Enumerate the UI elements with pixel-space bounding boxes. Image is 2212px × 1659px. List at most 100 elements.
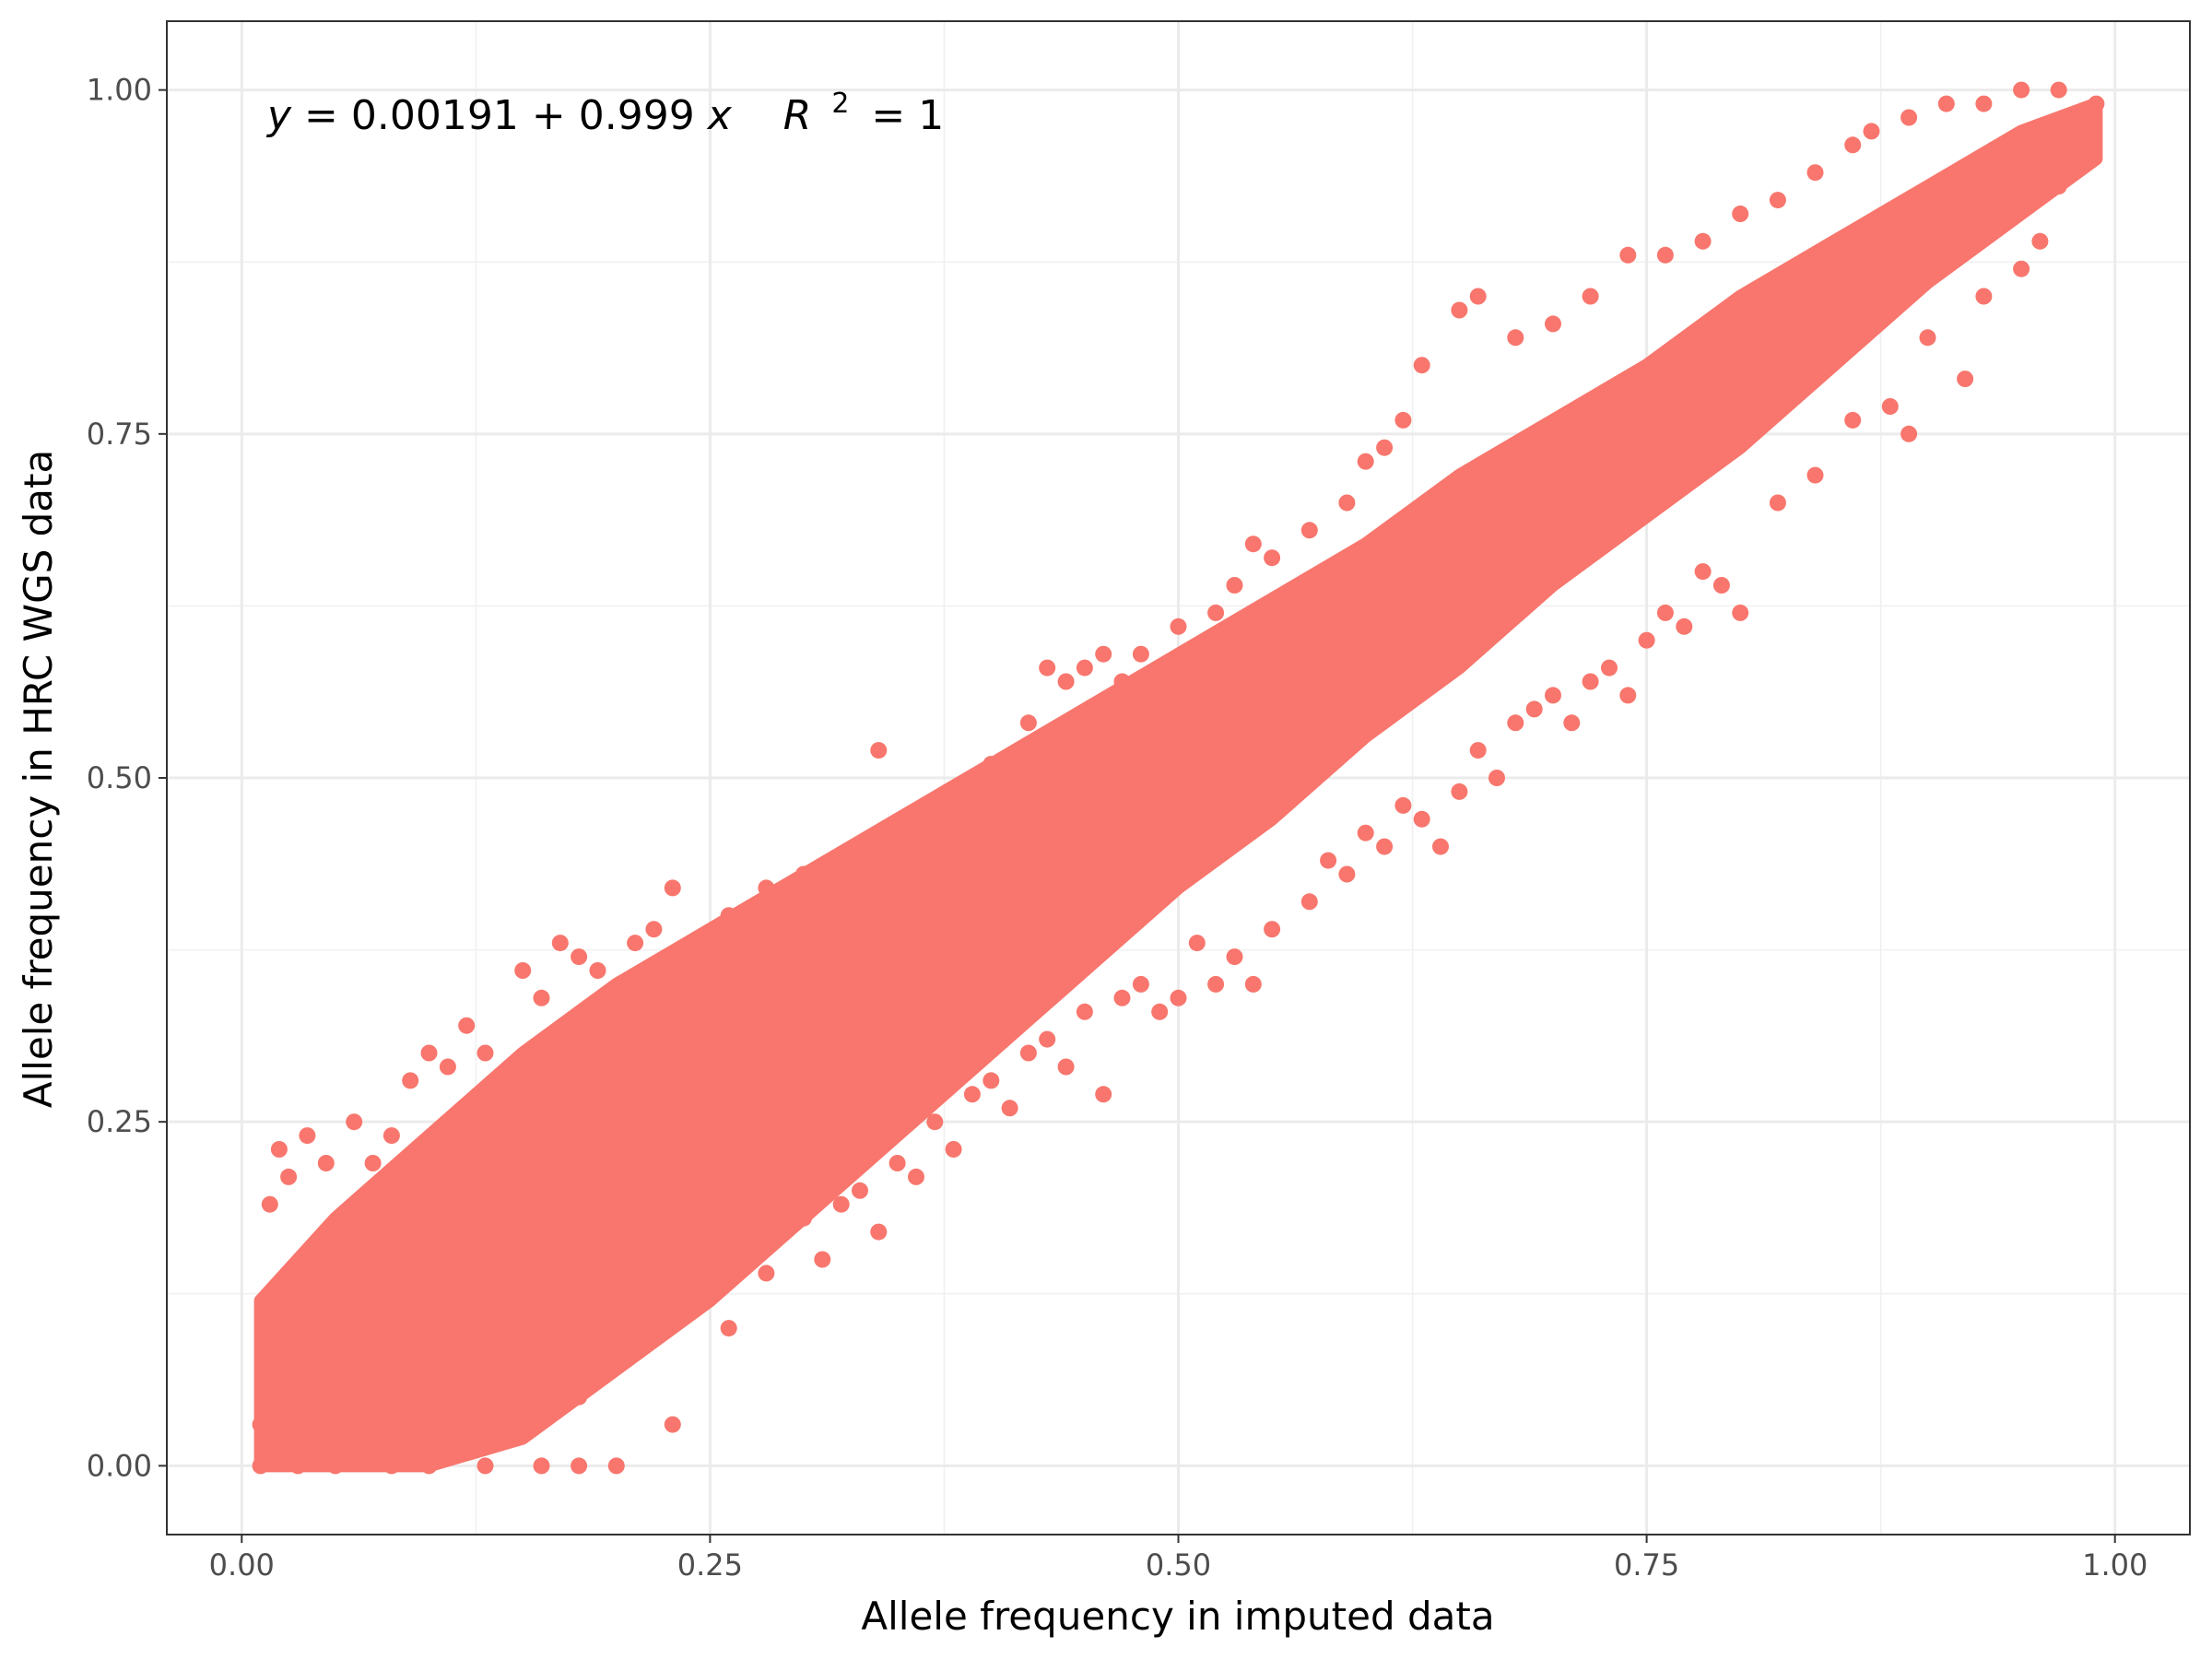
data-point bbox=[1545, 687, 1561, 704]
data-point bbox=[1937, 95, 1955, 112]
data-point bbox=[1320, 852, 1337, 869]
data-point bbox=[402, 1072, 419, 1089]
eq-x-var: x bbox=[706, 92, 733, 139]
data-point bbox=[1207, 604, 1225, 621]
data-point bbox=[1300, 893, 1318, 911]
data-point bbox=[870, 742, 888, 759]
data-point bbox=[832, 1195, 850, 1213]
data-point bbox=[870, 1223, 888, 1241]
data-point bbox=[1806, 466, 1824, 484]
data-point bbox=[664, 879, 681, 897]
data-point bbox=[795, 1209, 812, 1227]
data-point bbox=[1563, 714, 1581, 732]
data-point bbox=[1151, 1003, 1169, 1020]
data-point bbox=[1844, 136, 1862, 154]
data-point bbox=[852, 1182, 868, 1199]
data-point bbox=[1376, 439, 1394, 456]
data-point bbox=[720, 1320, 737, 1337]
data-point bbox=[963, 1086, 981, 1103]
data-point bbox=[1975, 288, 1993, 305]
data-point bbox=[346, 1430, 363, 1447]
data-point bbox=[1694, 563, 1712, 581]
eq-intercept: 0.00191 bbox=[351, 92, 519, 139]
data-point bbox=[1226, 577, 1243, 594]
data-point bbox=[1264, 921, 1281, 938]
data-point bbox=[1619, 687, 1637, 704]
data-point bbox=[1357, 453, 1374, 470]
data-point bbox=[1338, 865, 1356, 883]
data-point bbox=[758, 879, 775, 897]
data-point bbox=[346, 1113, 363, 1131]
data-point bbox=[571, 1388, 588, 1406]
data-point bbox=[832, 852, 850, 869]
data-point bbox=[945, 1141, 962, 1158]
data-point bbox=[514, 962, 532, 979]
eq-r-exp: 2 bbox=[831, 88, 849, 120]
data-point bbox=[1488, 770, 1505, 786]
data-point bbox=[1957, 371, 1974, 388]
data-point bbox=[477, 1044, 494, 1062]
data-point bbox=[1863, 123, 1880, 140]
data-point bbox=[589, 962, 606, 979]
data-point bbox=[1132, 645, 1149, 663]
data-point bbox=[1638, 631, 1655, 649]
y-tick-label: 0.00 bbox=[87, 1448, 152, 1483]
data-point bbox=[1900, 109, 1918, 126]
data-point bbox=[1057, 1058, 1075, 1076]
data-point bbox=[739, 1237, 756, 1254]
data-point bbox=[2069, 136, 2087, 154]
data-point bbox=[1338, 494, 1356, 512]
data-point bbox=[1226, 948, 1243, 966]
data-point bbox=[571, 948, 588, 966]
data-point bbox=[1975, 95, 1993, 112]
data-point bbox=[1769, 494, 1786, 512]
y-tick-label: 0.50 bbox=[87, 760, 152, 795]
data-points bbox=[252, 81, 2105, 1475]
data-point bbox=[926, 1113, 944, 1131]
data-point bbox=[289, 1457, 307, 1475]
data-point bbox=[1113, 989, 1131, 1006]
data-point bbox=[270, 1334, 288, 1350]
x-tick-label: 1.00 bbox=[2082, 1547, 2147, 1583]
data-point bbox=[1712, 577, 1730, 594]
data-point bbox=[1113, 673, 1131, 690]
data-point bbox=[1413, 357, 1430, 374]
eq-slope: 0.999 bbox=[579, 92, 695, 139]
data-point bbox=[1769, 192, 1786, 209]
data-point bbox=[1170, 618, 1187, 635]
data-point bbox=[326, 1457, 344, 1475]
data-point bbox=[1244, 975, 1262, 993]
data-point bbox=[1619, 246, 1637, 264]
data-point bbox=[252, 1416, 269, 1433]
data-point bbox=[1469, 288, 1487, 305]
data-point bbox=[551, 935, 569, 952]
data-point bbox=[1207, 975, 1225, 993]
data-point bbox=[607, 1334, 625, 1350]
x-tick-label: 0.00 bbox=[209, 1547, 275, 1583]
data-point bbox=[645, 921, 663, 938]
data-point bbox=[1656, 604, 1674, 621]
y-axis-title: Allele frequency in HRC WGS data bbox=[16, 450, 61, 1108]
data-point bbox=[2031, 232, 2049, 250]
data-point bbox=[420, 1044, 438, 1062]
y-tick-label: 0.75 bbox=[87, 417, 152, 452]
data-point bbox=[1451, 301, 1468, 319]
data-point bbox=[1732, 604, 1749, 621]
x-tick-label: 0.50 bbox=[1146, 1547, 1211, 1583]
data-point bbox=[908, 810, 924, 828]
x-axis-title: Allele frequency in imputed data bbox=[861, 1594, 1494, 1639]
data-point bbox=[1545, 315, 1561, 333]
data-point bbox=[982, 756, 1000, 773]
data-point bbox=[439, 1058, 456, 1076]
y-tick-label: 1.00 bbox=[87, 73, 152, 108]
data-point bbox=[1394, 411, 1412, 429]
x-tick-label: 0.25 bbox=[677, 1547, 743, 1583]
data-point bbox=[326, 1223, 344, 1241]
data-point bbox=[664, 1416, 681, 1433]
data-point bbox=[270, 1141, 288, 1158]
data-point bbox=[1244, 535, 1262, 553]
eq-y-var: y bbox=[265, 92, 292, 139]
data-point bbox=[308, 1251, 325, 1268]
data-point bbox=[1469, 742, 1487, 759]
data-point bbox=[1039, 659, 1056, 677]
